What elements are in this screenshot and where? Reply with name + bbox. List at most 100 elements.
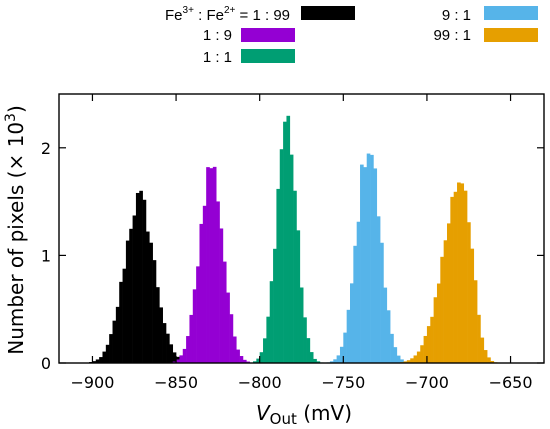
bar-series-2 bbox=[176, 359, 180, 363]
bar-series-5 bbox=[420, 345, 424, 363]
bar-series-5 bbox=[440, 256, 444, 363]
bar-series-3 bbox=[283, 121, 287, 363]
bar-series-4 bbox=[333, 359, 337, 363]
bar-series-4 bbox=[370, 154, 374, 363]
bar-series-1 bbox=[172, 352, 177, 363]
bar-series-4 bbox=[353, 245, 357, 363]
bar-series-1 bbox=[132, 215, 137, 363]
bar-series-4 bbox=[400, 359, 404, 363]
y-axis-ticks: 0 1 2 bbox=[41, 139, 544, 373]
x-tick-label: −750 bbox=[321, 373, 365, 392]
histogram-bars bbox=[85, 115, 498, 363]
bar-series-1 bbox=[145, 231, 150, 363]
bar-series-2 bbox=[209, 168, 214, 363]
x-tick-label: −800 bbox=[238, 373, 282, 392]
bar-series-2 bbox=[219, 228, 224, 363]
bar-series-4 bbox=[356, 221, 361, 363]
bar-series-5 bbox=[483, 350, 488, 363]
bar-series-1 bbox=[166, 333, 170, 363]
bar-series-3 bbox=[279, 149, 284, 363]
bar-series-4 bbox=[360, 164, 364, 363]
bar-series-3 bbox=[313, 358, 317, 363]
bar-series-2 bbox=[242, 359, 247, 363]
bar-series-3 bbox=[269, 281, 274, 363]
bar-series-3 bbox=[273, 248, 277, 363]
x-tick-label: −900 bbox=[70, 373, 114, 392]
bar-series-5 bbox=[410, 358, 414, 363]
y-tick-label: 1 bbox=[41, 246, 51, 265]
bar-series-5 bbox=[453, 191, 458, 363]
bar-series-1 bbox=[122, 268, 127, 363]
bar-series-4 bbox=[393, 347, 398, 363]
legend-swatch-9-1 bbox=[484, 6, 538, 20]
bar-series-1 bbox=[92, 361, 97, 363]
bar-series-2 bbox=[232, 336, 237, 363]
bar-series-4 bbox=[363, 167, 368, 363]
bar-series-2 bbox=[186, 336, 190, 363]
bar-series-5 bbox=[436, 283, 441, 363]
bar-series-2 bbox=[206, 167, 210, 363]
bar-series-1 bbox=[99, 357, 103, 363]
bar-series-1 bbox=[95, 359, 100, 363]
bar-series-3 bbox=[303, 317, 307, 363]
bar-series-2 bbox=[202, 205, 207, 363]
bar-series-3 bbox=[276, 188, 281, 363]
plot-frame bbox=[58, 93, 545, 364]
bar-series-2 bbox=[212, 166, 217, 363]
bar-series-5 bbox=[433, 297, 438, 363]
bar-series-2 bbox=[189, 314, 194, 363]
bar-series-3 bbox=[293, 190, 297, 363]
x-tick-label: −850 bbox=[154, 373, 198, 392]
bar-series-4 bbox=[366, 153, 371, 363]
bar-series-4 bbox=[396, 355, 401, 363]
bar-series-5 bbox=[426, 326, 431, 363]
bar-series-4 bbox=[376, 216, 381, 363]
y-tick-label: 0 bbox=[41, 354, 51, 373]
legend-swatch-1-1 bbox=[241, 49, 295, 63]
bar-series-4 bbox=[329, 361, 334, 363]
bar-series-1 bbox=[129, 228, 133, 363]
bar-series-3 bbox=[256, 358, 260, 363]
bar-series-4 bbox=[390, 333, 394, 363]
bar-series-5 bbox=[447, 223, 451, 363]
bar-series-2 bbox=[199, 223, 204, 363]
legend-swatch-99-1 bbox=[484, 28, 538, 42]
x-tick-label: −700 bbox=[405, 373, 449, 392]
bar-series-3 bbox=[309, 352, 314, 363]
bar-series-5 bbox=[460, 183, 465, 363]
bar-series-1 bbox=[162, 323, 167, 363]
bar-series-4 bbox=[339, 346, 344, 363]
bar-series-5 bbox=[430, 316, 434, 363]
bar-series-3 bbox=[263, 338, 267, 363]
x-axis-ticks: −900 −850 −800 −750 −700 −650 bbox=[70, 94, 533, 392]
bar-series-5 bbox=[490, 360, 495, 363]
bar-series-2 bbox=[216, 201, 220, 363]
legend-swatch-1-9 bbox=[241, 28, 295, 42]
bar-series-5 bbox=[443, 240, 448, 363]
legend-swatch-1-99 bbox=[301, 6, 355, 20]
bar-series-1 bbox=[152, 260, 157, 363]
bar-series-3 bbox=[259, 352, 264, 363]
bar-series-2 bbox=[236, 349, 240, 363]
bar-series-2 bbox=[226, 292, 230, 363]
bar-series-4 bbox=[386, 310, 391, 363]
bar-series-2 bbox=[229, 314, 234, 363]
bar-series-3 bbox=[296, 230, 301, 363]
bar-series-1 bbox=[119, 281, 123, 363]
y-tick-label: 2 bbox=[41, 139, 51, 158]
bar-series-5 bbox=[413, 355, 418, 363]
legend-label-9-1: 9 : 1 bbox=[442, 7, 471, 24]
bar-series-3 bbox=[253, 361, 257, 363]
bar-series-2 bbox=[182, 348, 187, 363]
legend-label-99-1: 99 : 1 bbox=[433, 27, 471, 44]
bar-series-1 bbox=[139, 190, 143, 363]
bar-series-4 bbox=[383, 287, 388, 363]
bar-series-1 bbox=[159, 307, 163, 363]
bar-series-1 bbox=[115, 306, 120, 363]
bar-series-3 bbox=[299, 287, 304, 363]
bar-series-2 bbox=[179, 355, 184, 363]
bar-series-5 bbox=[457, 182, 461, 363]
bar-series-5 bbox=[416, 351, 421, 363]
bar-series-5 bbox=[477, 314, 481, 363]
y-axis-label: Number of pixels (× 103) bbox=[3, 105, 28, 355]
